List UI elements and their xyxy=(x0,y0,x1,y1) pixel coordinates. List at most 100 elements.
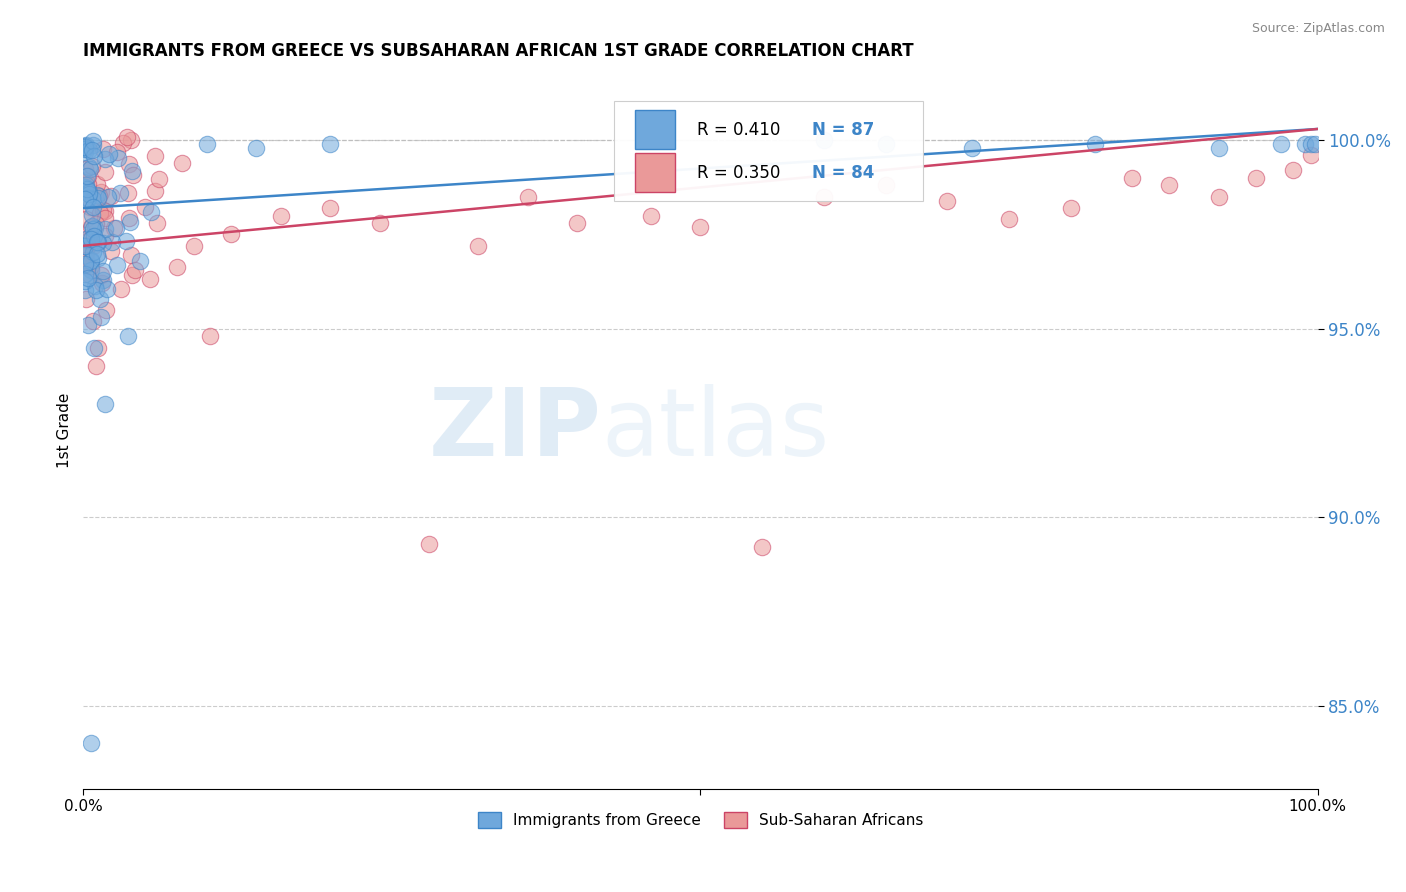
Point xyxy=(1060,201,1083,215)
Point xyxy=(82,143,104,157)
Point xyxy=(148,172,170,186)
Point xyxy=(1159,178,1181,193)
Point xyxy=(94,152,117,166)
Point xyxy=(79,200,101,214)
Point xyxy=(689,219,711,234)
Point xyxy=(100,235,122,249)
Point xyxy=(143,184,166,198)
Point xyxy=(813,190,835,204)
Point xyxy=(91,273,114,287)
Point xyxy=(172,156,194,170)
Point xyxy=(90,277,112,291)
Point xyxy=(93,142,115,156)
Point xyxy=(87,252,110,266)
Point xyxy=(875,178,897,193)
Point xyxy=(76,178,98,192)
Point xyxy=(73,140,96,154)
Point xyxy=(751,541,773,555)
Point xyxy=(640,209,662,223)
Point xyxy=(117,329,139,343)
Point xyxy=(75,212,97,227)
Point xyxy=(418,536,440,550)
Point xyxy=(82,219,104,234)
Point xyxy=(79,259,101,273)
Point xyxy=(100,244,122,259)
Point xyxy=(1244,171,1267,186)
Point xyxy=(87,189,110,203)
Point xyxy=(83,279,105,293)
Point xyxy=(1208,141,1230,155)
Point xyxy=(83,149,105,163)
Point xyxy=(120,133,142,147)
Point xyxy=(86,235,108,249)
Point xyxy=(73,145,96,159)
Point xyxy=(86,341,108,355)
Point xyxy=(94,229,117,244)
Point xyxy=(245,141,267,155)
Point xyxy=(73,161,96,176)
Point xyxy=(73,173,96,187)
Point xyxy=(121,268,143,282)
Point xyxy=(75,142,97,156)
Point xyxy=(110,282,132,296)
Point xyxy=(90,310,112,325)
Point xyxy=(77,271,100,285)
Text: Source: ZipAtlas.com: Source: ZipAtlas.com xyxy=(1251,22,1385,36)
Point xyxy=(91,235,114,250)
Point xyxy=(73,260,96,274)
Point xyxy=(82,134,104,148)
Point xyxy=(103,220,125,235)
Point xyxy=(80,263,103,277)
FancyBboxPatch shape xyxy=(614,101,922,202)
Point xyxy=(90,268,112,282)
Point xyxy=(875,136,897,151)
Point xyxy=(141,205,163,219)
Point xyxy=(86,246,108,260)
Text: R = 0.410: R = 0.410 xyxy=(697,120,780,139)
Legend: Immigrants from Greece, Sub-Saharan Africans: Immigrants from Greece, Sub-Saharan Afri… xyxy=(471,806,929,835)
Point xyxy=(104,221,127,235)
Point xyxy=(270,209,292,223)
Point xyxy=(86,188,108,202)
Point xyxy=(93,202,115,217)
Point xyxy=(1121,171,1143,186)
Point xyxy=(467,239,489,253)
Text: N = 84: N = 84 xyxy=(811,163,875,182)
Point xyxy=(936,194,959,208)
Point xyxy=(110,186,132,200)
Point xyxy=(115,234,138,248)
Point xyxy=(80,254,103,268)
Point xyxy=(221,227,243,242)
Point xyxy=(80,736,103,750)
Point xyxy=(73,175,96,189)
Point xyxy=(84,221,107,235)
Point xyxy=(75,178,97,192)
Point xyxy=(84,283,107,297)
Point xyxy=(1282,163,1305,178)
Point xyxy=(82,200,104,214)
Point xyxy=(79,143,101,157)
Point xyxy=(198,329,221,343)
Point xyxy=(195,136,218,151)
Point xyxy=(79,162,101,177)
Point xyxy=(86,177,108,191)
Point xyxy=(75,192,97,206)
Point xyxy=(75,292,97,306)
Point xyxy=(146,216,169,230)
Text: R = 0.350: R = 0.350 xyxy=(697,163,780,182)
Point xyxy=(77,191,100,205)
Point xyxy=(121,163,143,178)
Point xyxy=(105,258,128,272)
Text: ZIP: ZIP xyxy=(429,384,602,476)
Point xyxy=(73,267,96,281)
Point xyxy=(1301,148,1323,162)
Point xyxy=(124,263,146,277)
Point xyxy=(565,216,588,230)
Point xyxy=(94,204,117,219)
Point xyxy=(115,130,138,145)
Point xyxy=(77,185,100,199)
Point xyxy=(87,235,110,250)
Point xyxy=(75,237,97,252)
Point xyxy=(1301,136,1323,151)
Point xyxy=(1208,190,1230,204)
